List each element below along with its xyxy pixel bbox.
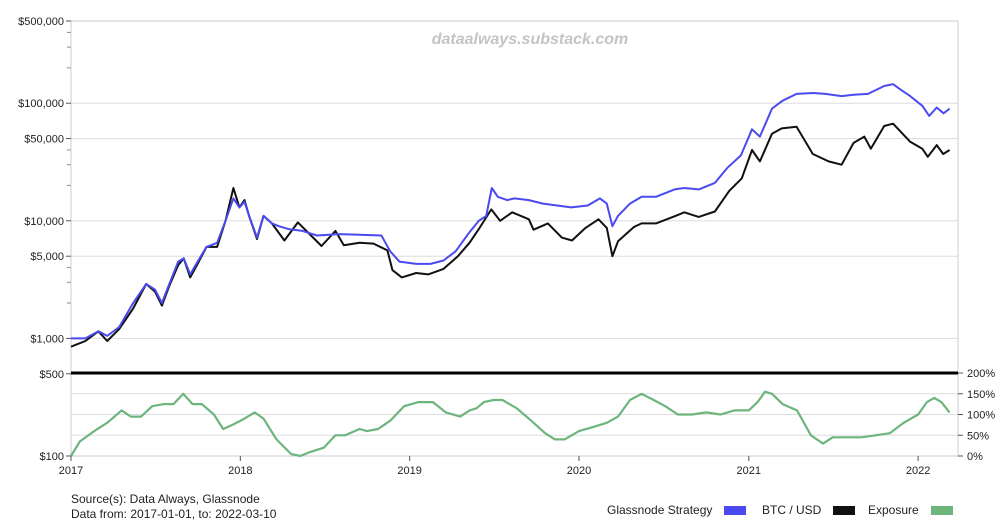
x-tick-labels: 2017 2018 2019 2020 2021 2022 <box>59 456 930 477</box>
y2-tick-label-0: 0% <box>967 451 983 463</box>
x-tick-label-2020: 2020 <box>567 465 591 477</box>
y-tick-label-100-000: $100,000 <box>18 98 64 110</box>
y2-tick-labels: 0% 50% 100% 150% 200% <box>958 368 995 463</box>
y-tick-label-50-000: $50,000 <box>24 134 64 146</box>
y2-tick-label-50: 50% <box>967 430 989 442</box>
y-tick-label-500-000: $500,000 <box>18 16 64 28</box>
legend-btc-swatch <box>833 505 856 515</box>
source-note: Source(s): Data Always, Glassnode <box>71 492 260 506</box>
y-tick-label-10-000: $10,000 <box>24 216 64 228</box>
date-range-note: Data from: 2017-01-01, to: 2022-03-10 <box>71 507 277 521</box>
exposure-series <box>70 390 951 458</box>
y2-tick-label-200: 200% <box>967 368 995 380</box>
legend-exposure: Exposure <box>868 503 953 517</box>
plot-area-border <box>70 20 959 457</box>
x-tick-label-2019: 2019 <box>397 465 421 477</box>
price-series <box>70 83 951 348</box>
x-tick-label-2021: 2021 <box>737 465 761 477</box>
legend-strategy: Glassnode Strategy <box>607 503 747 517</box>
y-tick-labels: $100 $500 $1,000 $5,000 $10,000 $50,000 $100,0… <box>18 16 71 463</box>
series-line-exposure <box>70 390 951 458</box>
legend-btc: BTC / USD <box>762 503 856 517</box>
watermark-text: dataalways.substack.com <box>432 31 629 48</box>
legend-exposure-label: Exposure <box>868 503 919 517</box>
legend-btc-label: BTC / USD <box>762 503 822 517</box>
legend-exposure-swatch <box>930 505 953 515</box>
series-line-btc-usd <box>70 122 951 348</box>
y-tick-label-1-000: $1,000 <box>30 333 64 345</box>
legend-strategy-swatch <box>724 505 747 515</box>
series-line-glassnode-strategy <box>71 83 951 340</box>
x-tick-label-2018: 2018 <box>228 465 252 477</box>
x-tick-label-2022: 2022 <box>906 465 930 477</box>
y2-tick-label-150: 150% <box>967 389 995 401</box>
footer: Source(s): Data Always, Glassnode Data f… <box>71 492 276 522</box>
y-tick-label-5-000: $5,000 <box>30 251 64 263</box>
x-tick-label-2017: 2017 <box>59 465 83 477</box>
legend-strategy-label: Glassnode Strategy <box>607 503 713 517</box>
y-tick-label-500: $500 <box>40 369 64 381</box>
y-tick-label-100: $100 <box>40 451 64 463</box>
y2-tick-label-100: 100% <box>967 410 995 422</box>
